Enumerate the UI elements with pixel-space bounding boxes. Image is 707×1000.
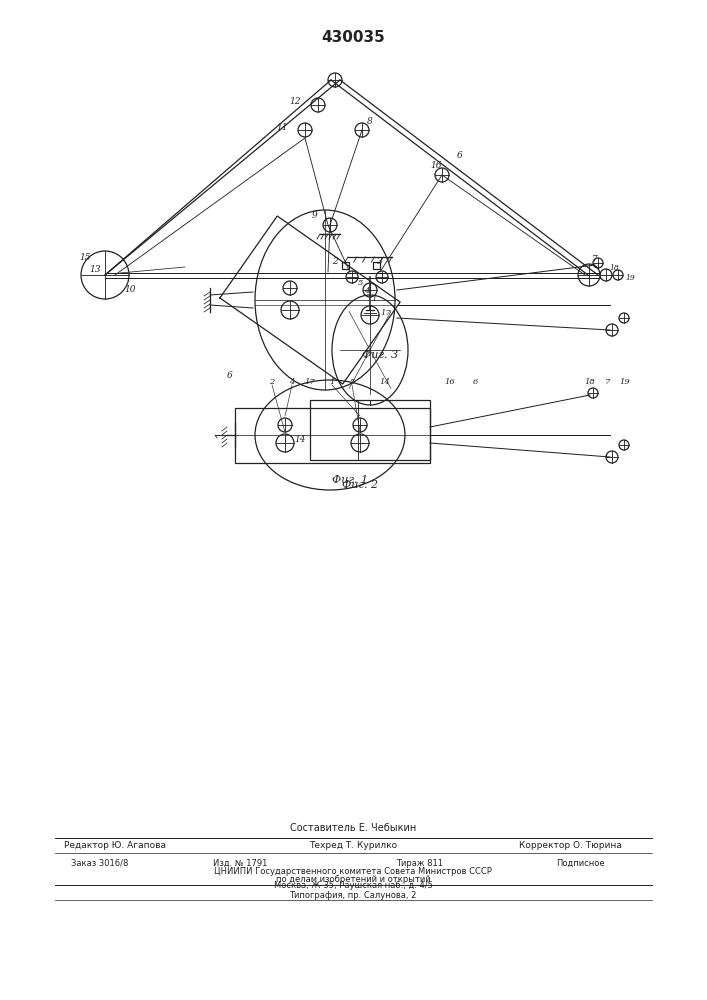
Text: 16: 16 (431, 160, 442, 169)
Text: 8: 8 (367, 117, 373, 126)
Text: Москва, Ж-35, Раушская наб., д. 4/5: Москва, Ж-35, Раушская наб., д. 4/5 (274, 882, 433, 890)
Text: 17: 17 (305, 378, 315, 386)
Text: 2: 2 (269, 378, 275, 386)
Text: Заказ 3016/8: Заказ 3016/8 (71, 858, 129, 867)
Text: Составитель Е. Чебыкин: Составитель Е. Чебыкин (290, 823, 416, 833)
Text: 16: 16 (445, 378, 455, 386)
Text: 17: 17 (380, 309, 392, 317)
Text: 13: 13 (89, 264, 101, 273)
Text: 5: 5 (357, 279, 363, 287)
Text: Фиг. 2: Фиг. 2 (342, 480, 378, 490)
Text: 11: 11 (276, 123, 288, 132)
Text: Техред Т. Курилко: Техред Т. Курилко (309, 842, 397, 850)
Text: 1: 1 (371, 295, 377, 303)
Text: 4: 4 (289, 378, 295, 386)
Text: 2: 2 (332, 256, 338, 265)
Text: 18: 18 (609, 264, 619, 272)
Text: 6: 6 (457, 150, 463, 159)
Text: Подписное: Подписное (556, 858, 604, 867)
Text: 3: 3 (377, 256, 383, 265)
Text: Типография, пр. Салунова, 2: Типография, пр. Салунова, 2 (289, 892, 416, 900)
Text: 19: 19 (625, 274, 635, 282)
Bar (373, 262, 380, 269)
Bar (342, 262, 349, 269)
Text: 9: 9 (312, 211, 318, 220)
Text: по делам изобретений и открытий: по делам изобретений и открытий (276, 874, 431, 884)
Text: 5: 5 (349, 378, 355, 386)
Text: Корректор О. Тюрина: Корректор О. Тюрина (518, 842, 621, 850)
Text: 4: 4 (364, 287, 370, 295)
Text: 19: 19 (619, 378, 631, 386)
Text: 15: 15 (79, 252, 90, 261)
Text: 7: 7 (605, 378, 611, 386)
Bar (310, 400, 430, 460)
Text: 430035: 430035 (321, 29, 385, 44)
Text: Редактор Ю. Агапова: Редактор Ю. Агапова (64, 842, 166, 850)
Text: 18: 18 (585, 378, 595, 386)
Text: 12: 12 (289, 98, 300, 106)
Text: Фиг. 3: Фиг. 3 (362, 350, 398, 360)
Text: 14: 14 (294, 436, 305, 444)
Text: Изд. № 1791: Изд. № 1791 (213, 858, 267, 867)
Text: ЦНИИПИ Государственного комитета Совета Министров СССР: ЦНИИПИ Государственного комитета Совета … (214, 867, 492, 876)
Text: 6: 6 (227, 370, 233, 379)
Text: 14: 14 (380, 378, 390, 386)
Text: Фиг. 1: Фиг. 1 (332, 475, 368, 485)
Text: 7: 7 (592, 254, 598, 263)
Text: Тираж 811: Тираж 811 (397, 858, 443, 867)
Text: 10: 10 (124, 284, 136, 294)
Bar (235, 408, 430, 462)
Text: 1: 1 (329, 378, 334, 386)
Text: 6: 6 (472, 378, 478, 386)
